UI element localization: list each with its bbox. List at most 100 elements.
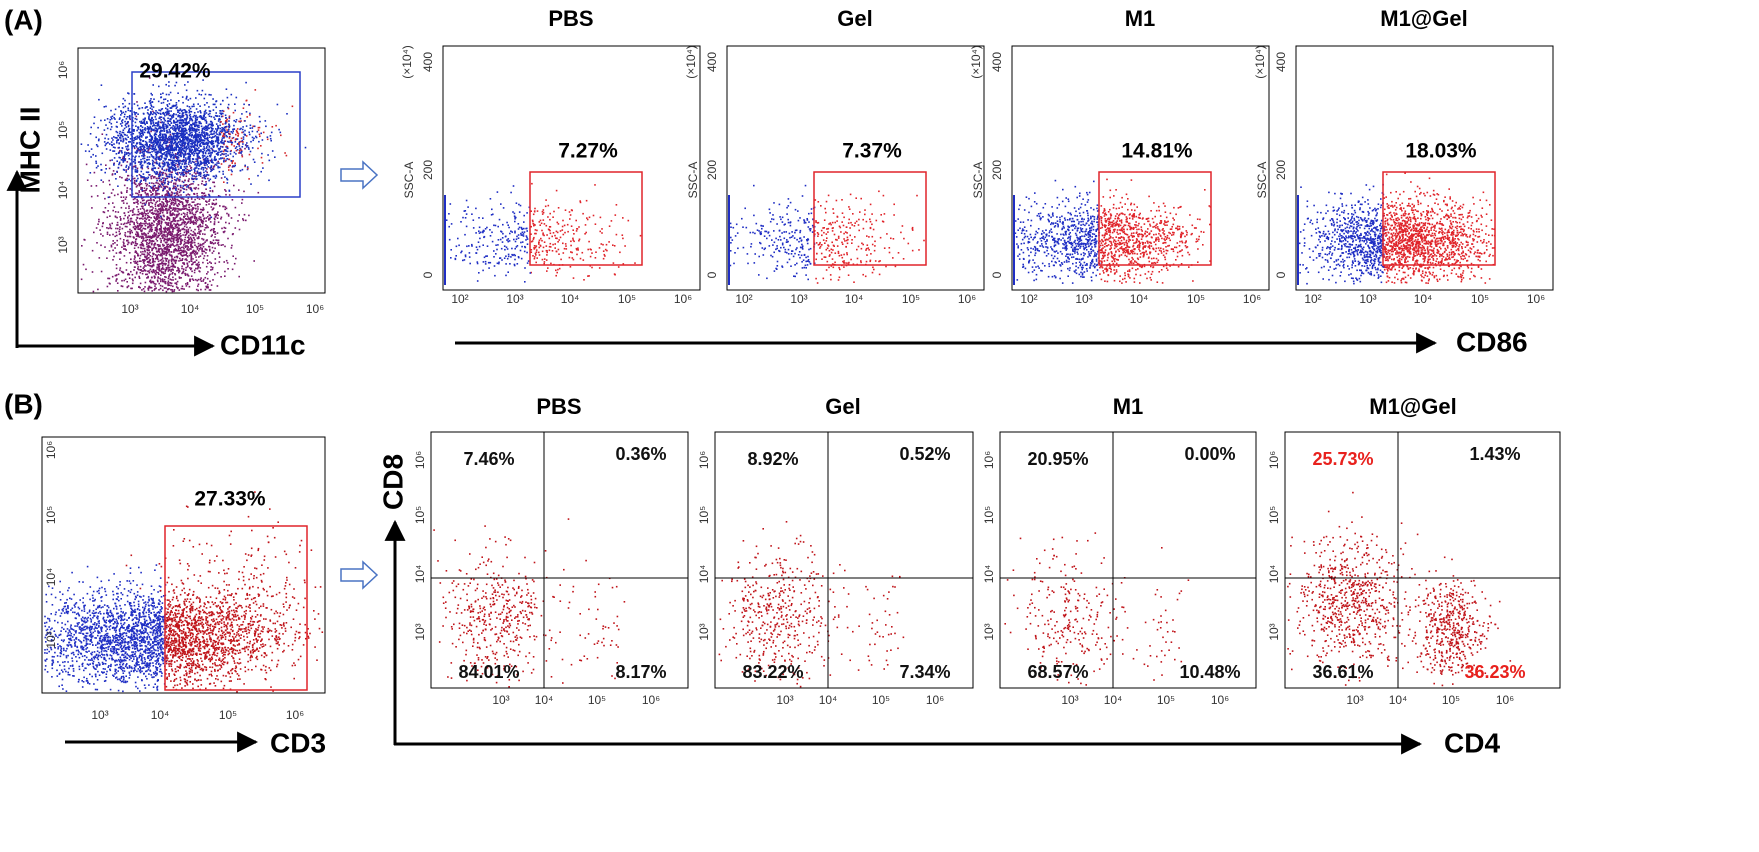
event-dot bbox=[162, 189, 165, 191]
event-dot bbox=[95, 155, 97, 157]
event-dot bbox=[170, 138, 172, 140]
event-dot bbox=[103, 141, 106, 143]
event-dot bbox=[169, 120, 172, 122]
event-dot bbox=[151, 224, 153, 227]
event-dot bbox=[91, 249, 94, 252]
event-dot bbox=[226, 125, 228, 128]
event-dot bbox=[153, 134, 156, 137]
event-dot bbox=[227, 215, 230, 217]
event-dot bbox=[189, 160, 191, 163]
event-dot bbox=[90, 156, 92, 158]
event-dot bbox=[136, 252, 138, 254]
event-dot bbox=[156, 231, 158, 233]
event-dot bbox=[185, 129, 188, 132]
event-dot bbox=[203, 195, 206, 197]
event-dot bbox=[192, 236, 195, 239]
event-dot bbox=[106, 227, 108, 229]
event-dot bbox=[172, 201, 175, 204]
event-dot bbox=[184, 146, 187, 149]
event-dot bbox=[158, 136, 161, 139]
event-dot bbox=[221, 157, 224, 159]
event-dot bbox=[142, 134, 144, 136]
event-dot bbox=[179, 143, 181, 145]
event-dot bbox=[171, 273, 173, 275]
event-dot bbox=[222, 170, 224, 173]
event-dot bbox=[155, 110, 157, 112]
event-dot bbox=[181, 203, 184, 206]
event-dot bbox=[140, 194, 142, 196]
event-dot bbox=[169, 207, 171, 210]
event-dot bbox=[191, 278, 194, 280]
event-dot bbox=[147, 214, 149, 217]
event-dot bbox=[146, 156, 149, 158]
event-dot bbox=[196, 246, 199, 248]
event-dot bbox=[164, 181, 166, 184]
event-dot bbox=[194, 169, 196, 171]
event-dot bbox=[240, 149, 243, 152]
event-dot bbox=[165, 258, 167, 260]
event-dot bbox=[117, 185, 119, 187]
event-dot bbox=[221, 227, 223, 230]
event-dot bbox=[198, 232, 201, 234]
event-dot bbox=[261, 139, 264, 141]
event-dot bbox=[110, 244, 113, 247]
event-dot bbox=[183, 254, 186, 256]
event-dot bbox=[140, 237, 143, 239]
event-dot bbox=[137, 128, 140, 130]
event-dot bbox=[219, 205, 221, 207]
event-dot bbox=[168, 141, 171, 144]
event-dot bbox=[229, 133, 231, 135]
event-dot bbox=[230, 141, 232, 143]
event-dot bbox=[120, 110, 122, 112]
event-dot bbox=[145, 195, 148, 197]
event-dot bbox=[156, 217, 159, 220]
event-dot bbox=[271, 126, 274, 128]
event-dot bbox=[184, 84, 186, 86]
event-dot bbox=[157, 135, 160, 137]
event-dot bbox=[179, 232, 182, 235]
event-dot bbox=[101, 225, 104, 228]
event-dot bbox=[158, 222, 160, 225]
event-dot bbox=[225, 221, 227, 224]
event-dot bbox=[159, 203, 161, 205]
event-dot bbox=[194, 219, 197, 221]
event-dot bbox=[175, 138, 177, 140]
event-dot bbox=[119, 216, 121, 218]
event-dot bbox=[271, 150, 274, 152]
event-dot bbox=[93, 122, 95, 125]
event-dot bbox=[183, 262, 185, 264]
event-dot bbox=[160, 102, 163, 104]
event-dot bbox=[142, 270, 145, 272]
event-dot bbox=[123, 156, 125, 159]
event-dot bbox=[139, 152, 141, 154]
event-dot bbox=[206, 164, 208, 166]
event-dot bbox=[140, 122, 142, 124]
event-dot bbox=[161, 235, 163, 237]
event-dot bbox=[190, 254, 192, 256]
event-dot bbox=[146, 147, 149, 150]
event-dot bbox=[182, 205, 185, 207]
event-dot bbox=[195, 158, 197, 160]
event-dot bbox=[147, 276, 149, 279]
event-dot bbox=[164, 147, 167, 150]
event-dot bbox=[174, 220, 176, 223]
event-dot bbox=[212, 136, 214, 138]
event-dot bbox=[124, 214, 126, 217]
event-dot bbox=[97, 288, 99, 291]
event-dot bbox=[104, 171, 106, 174]
event-dot bbox=[147, 151, 149, 154]
event-dot bbox=[127, 154, 130, 157]
event-dot bbox=[105, 148, 108, 150]
event-dot bbox=[157, 260, 160, 263]
event-dot bbox=[199, 270, 201, 273]
event-dot bbox=[159, 244, 161, 246]
event-dot bbox=[130, 217, 132, 220]
event-dot bbox=[140, 170, 143, 173]
event-dot bbox=[178, 237, 181, 240]
event-dot bbox=[115, 130, 118, 133]
event-dot bbox=[184, 236, 187, 239]
event-dot bbox=[235, 133, 237, 136]
event-dot bbox=[148, 235, 150, 238]
open-arrow bbox=[340, 160, 379, 190]
event-dot bbox=[103, 106, 106, 108]
